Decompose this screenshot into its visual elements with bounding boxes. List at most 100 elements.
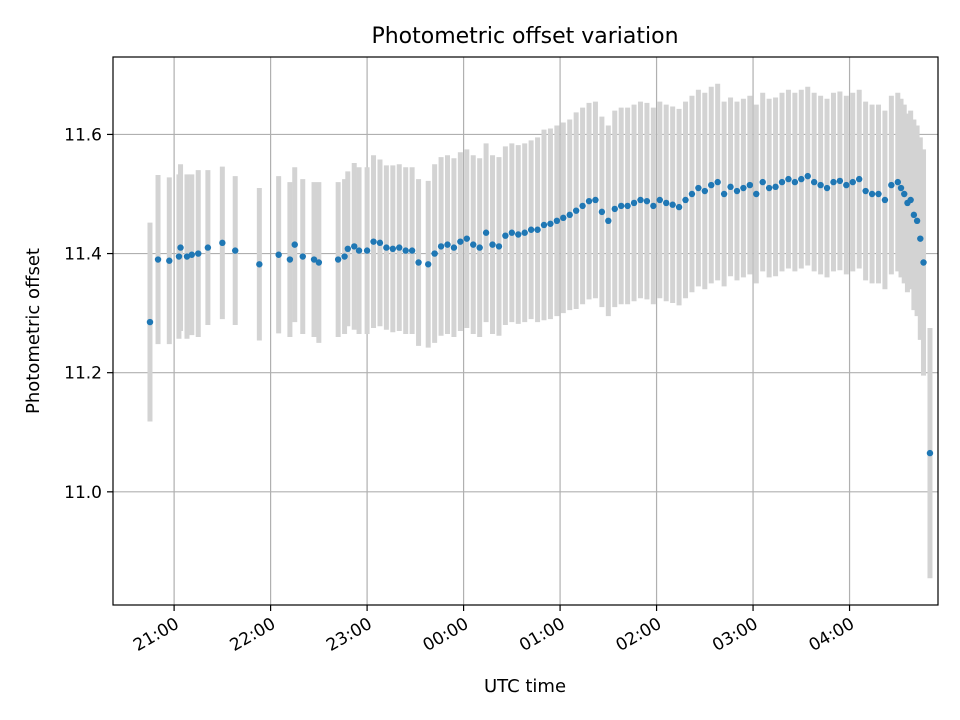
data-point bbox=[415, 259, 422, 266]
data-point bbox=[396, 244, 403, 251]
plot-frame bbox=[112, 56, 939, 606]
y-axis-label: Photometric offset bbox=[23, 248, 44, 414]
data-point bbox=[408, 247, 416, 254]
data-point bbox=[334, 256, 342, 263]
data-point bbox=[482, 229, 490, 236]
data-point bbox=[286, 256, 294, 263]
data-point bbox=[897, 184, 905, 192]
data-point bbox=[341, 253, 348, 260]
data-point bbox=[175, 253, 183, 260]
data-point bbox=[553, 217, 561, 225]
data-point bbox=[727, 183, 734, 191]
data-point bbox=[920, 259, 927, 266]
data-point bbox=[275, 251, 282, 258]
data-point bbox=[355, 247, 363, 254]
data-point bbox=[772, 183, 779, 191]
data-point bbox=[183, 253, 191, 260]
x-tick-label: 03:00 bbox=[709, 614, 761, 656]
data-point bbox=[663, 199, 670, 207]
data-point bbox=[901, 190, 908, 198]
data-point bbox=[823, 184, 831, 192]
data-point bbox=[830, 178, 837, 186]
data-point bbox=[363, 247, 371, 254]
data-point bbox=[579, 202, 586, 210]
data-point bbox=[592, 196, 599, 204]
data-point bbox=[643, 197, 651, 205]
data-point bbox=[195, 250, 202, 257]
data-point bbox=[810, 178, 818, 186]
data-point bbox=[656, 196, 663, 204]
data-point bbox=[547, 220, 554, 227]
data-point bbox=[204, 244, 212, 251]
data-point bbox=[502, 232, 509, 239]
data-point bbox=[675, 203, 683, 211]
data-point bbox=[778, 178, 786, 186]
y-axis: 11.0 11.2 11.4 11.6 bbox=[64, 125, 113, 503]
data-point bbox=[560, 214, 567, 222]
x-tick-label: 04:00 bbox=[806, 614, 858, 656]
data-point bbox=[402, 247, 409, 254]
x-tick-label: 21:00 bbox=[130, 614, 182, 656]
data-point bbox=[917, 235, 924, 242]
data-point bbox=[376, 239, 384, 247]
data-point bbox=[598, 208, 606, 216]
data-point bbox=[232, 247, 239, 254]
data-point bbox=[489, 241, 496, 248]
data-point bbox=[765, 184, 773, 192]
data-point bbox=[746, 181, 754, 189]
x-tick-label: 00:00 bbox=[420, 614, 472, 656]
data-point bbox=[166, 257, 173, 264]
x-tick-label: 01:00 bbox=[516, 614, 568, 656]
data-point bbox=[708, 181, 715, 189]
data-point bbox=[515, 231, 522, 238]
data-point bbox=[585, 197, 593, 205]
data-point bbox=[154, 256, 162, 263]
data-point bbox=[315, 259, 323, 266]
data-point bbox=[817, 181, 824, 189]
data-point bbox=[605, 217, 612, 225]
data-point bbox=[759, 178, 766, 186]
data-point bbox=[669, 201, 676, 208]
data-point bbox=[476, 244, 483, 251]
data-point bbox=[470, 241, 477, 248]
data-point bbox=[431, 250, 438, 257]
x-axis-label: UTC time bbox=[484, 676, 566, 697]
data-point bbox=[521, 229, 528, 236]
chart-title: Photometric offset variation bbox=[371, 24, 678, 49]
data-point bbox=[425, 261, 432, 268]
data-point bbox=[527, 226, 535, 233]
data-point bbox=[566, 211, 573, 219]
data-point bbox=[495, 243, 503, 250]
data-point bbox=[310, 256, 318, 263]
data-point bbox=[630, 199, 638, 207]
data-point bbox=[714, 178, 721, 186]
data-point bbox=[695, 184, 702, 192]
data-point bbox=[508, 229, 516, 236]
data-point bbox=[875, 190, 882, 198]
data-point bbox=[572, 207, 580, 214]
x-tick-label: 23:00 bbox=[323, 614, 375, 656]
data-point bbox=[836, 177, 844, 185]
data-point bbox=[862, 187, 869, 195]
data-point bbox=[843, 181, 850, 189]
x-axis: 21:00 22:00 23:00 00:00 01:00 02:00 03:00 04:00 bbox=[130, 605, 858, 656]
data-point bbox=[791, 178, 799, 186]
data-point bbox=[888, 181, 895, 189]
data-point bbox=[450, 244, 458, 251]
data-point bbox=[299, 253, 306, 260]
data-point bbox=[463, 235, 471, 242]
data-point bbox=[740, 184, 747, 192]
data-point bbox=[650, 202, 657, 210]
data-point bbox=[617, 202, 625, 210]
grid bbox=[113, 57, 938, 605]
data-point bbox=[534, 226, 541, 233]
x-tick-label: 02:00 bbox=[613, 614, 665, 656]
data-point bbox=[344, 245, 351, 252]
errorbars bbox=[147, 83, 933, 579]
data-point bbox=[926, 449, 934, 457]
points bbox=[146, 172, 934, 457]
y-tick-label: 11.4 bbox=[64, 245, 102, 265]
data-point bbox=[611, 205, 618, 213]
data-point bbox=[624, 202, 631, 210]
